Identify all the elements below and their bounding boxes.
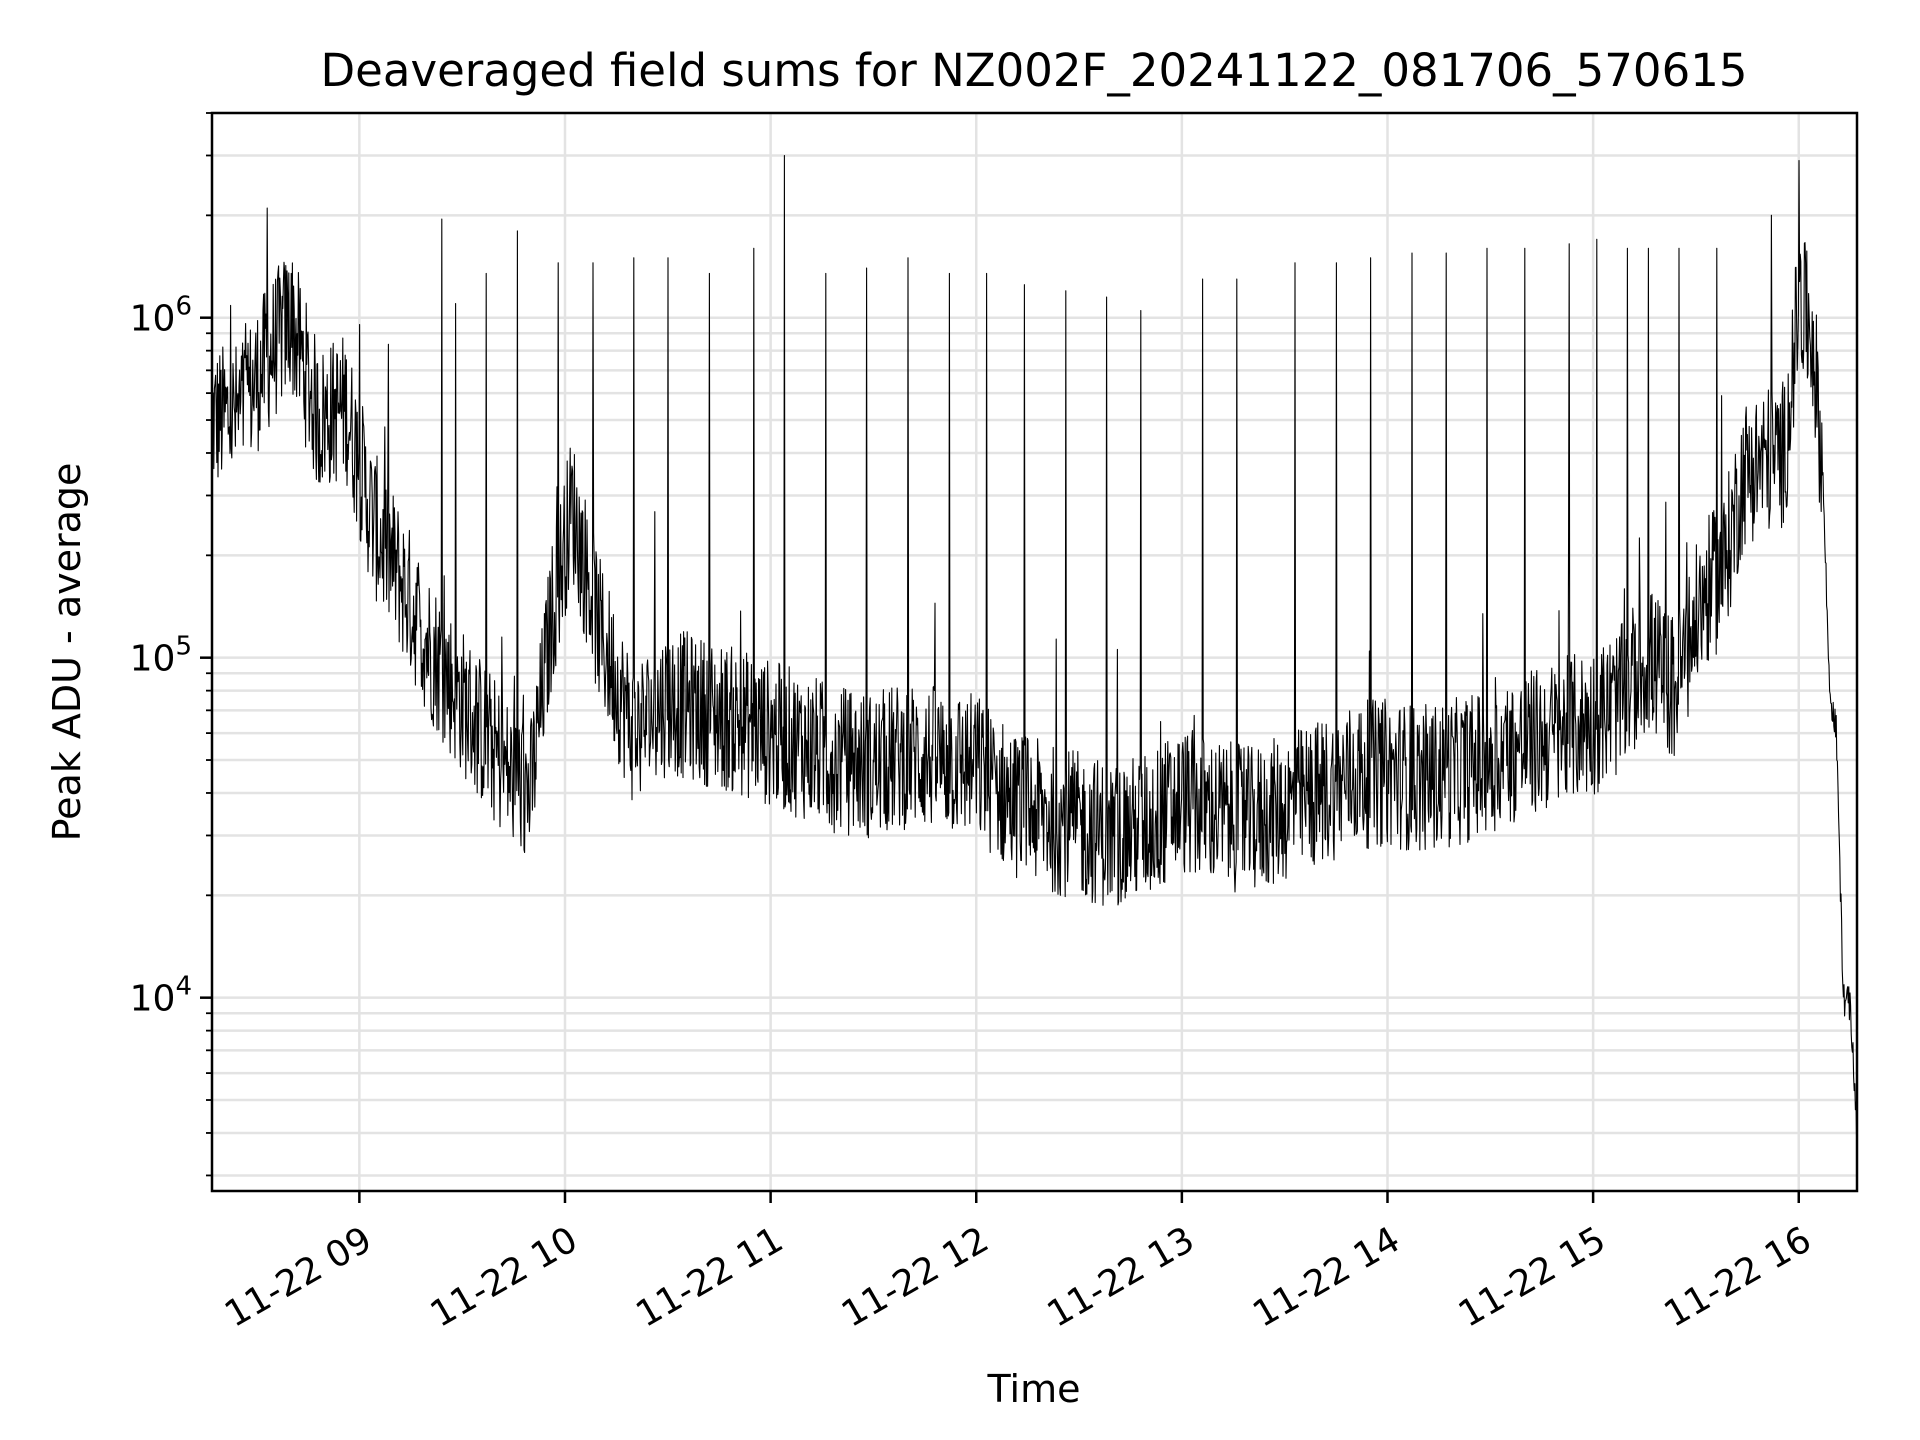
x-axis-label: Time xyxy=(987,1367,1081,1411)
x-tick-label: 11-22 10 xyxy=(424,1219,585,1335)
series-path xyxy=(211,154,1858,1140)
y-axis-label: Peak ADU - average xyxy=(45,463,89,842)
x-tick-label: 11-22 13 xyxy=(1041,1219,1202,1335)
y-axis: 104 105 106 xyxy=(130,112,212,1177)
x-tick-label: 11-22 11 xyxy=(629,1219,790,1335)
plot-frame xyxy=(210,111,1859,1193)
x-tick-label: 11-22 15 xyxy=(1452,1219,1613,1335)
series-line xyxy=(211,154,1858,1140)
x-tick-label: 11-22 14 xyxy=(1246,1219,1407,1335)
x-tick-label: 11-22 09 xyxy=(218,1219,379,1335)
y-tick-label: 105 xyxy=(130,632,192,680)
x-tick-label: 11-22 12 xyxy=(835,1219,996,1335)
chart-title: Deaveraged field sums for NZ002F_2024112… xyxy=(321,44,1748,97)
y-tick-label: 104 xyxy=(130,972,192,1020)
x-tick-label: 11-22 16 xyxy=(1658,1219,1819,1335)
x-axis: 11-22 09 11-22 10 11-22 11 11-22 12 11-22 13… xyxy=(218,1191,1818,1336)
y-tick-label: 106 xyxy=(130,292,192,340)
